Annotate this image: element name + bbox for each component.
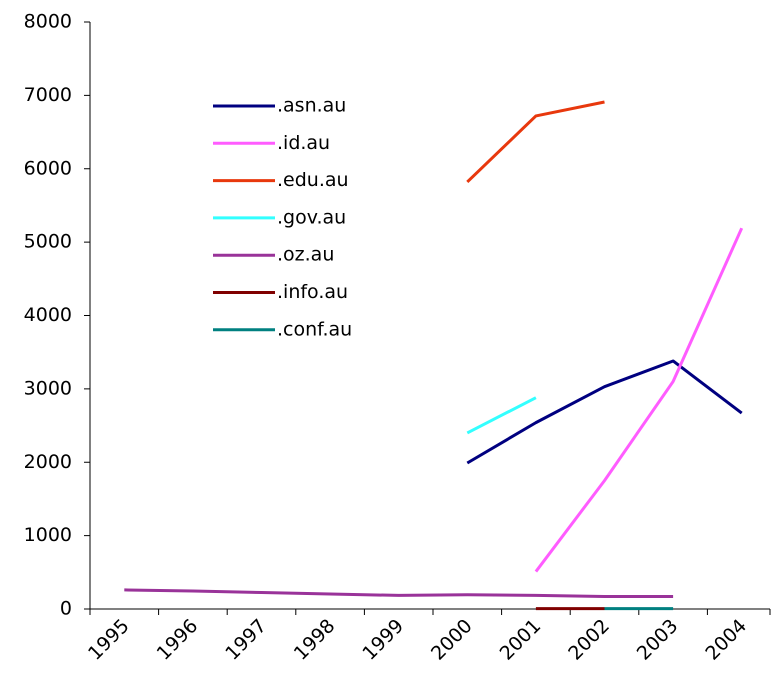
x-tick-label: 1998 <box>290 615 340 665</box>
x-tick-label: 2003 <box>633 615 683 665</box>
legend-label: .conf.au <box>277 318 352 340</box>
x-tick-label: 1996 <box>153 615 203 665</box>
series-line <box>124 588 674 599</box>
legend-label: .gov.au <box>277 206 346 228</box>
y-tick-label: 3000 <box>24 377 72 399</box>
y-tick-label: 8000 <box>24 11 72 33</box>
x-tick-label: 1995 <box>84 615 134 665</box>
legend-label: .edu.au <box>277 169 349 191</box>
y-tick-label: 6000 <box>24 157 72 179</box>
x-tick-label: 1997 <box>221 615 271 665</box>
y-tick-label: 5000 <box>24 231 72 253</box>
x-tick-label: 2001 <box>496 615 546 665</box>
x-tick-label: 1999 <box>358 615 408 665</box>
legend-label: .oz.au <box>277 244 334 266</box>
legend-label: .id.au <box>277 132 330 154</box>
series-line <box>466 100 605 184</box>
y-tick-label: 4000 <box>24 304 72 326</box>
y-tick-label: 1000 <box>24 524 72 546</box>
y-tick-label: 2000 <box>24 451 72 473</box>
x-tick-label: 2000 <box>427 615 477 665</box>
series-line <box>534 227 744 573</box>
x-tick-label: 2004 <box>701 615 751 665</box>
x-tick-label: 2002 <box>564 615 614 665</box>
series-line <box>466 396 537 435</box>
series-line <box>466 359 743 465</box>
y-tick-label: 7000 <box>24 84 72 106</box>
y-tick-label: 0 <box>60 598 72 620</box>
legend-label: .asn.au <box>277 95 346 117</box>
legend-label: .info.au <box>277 281 348 303</box>
